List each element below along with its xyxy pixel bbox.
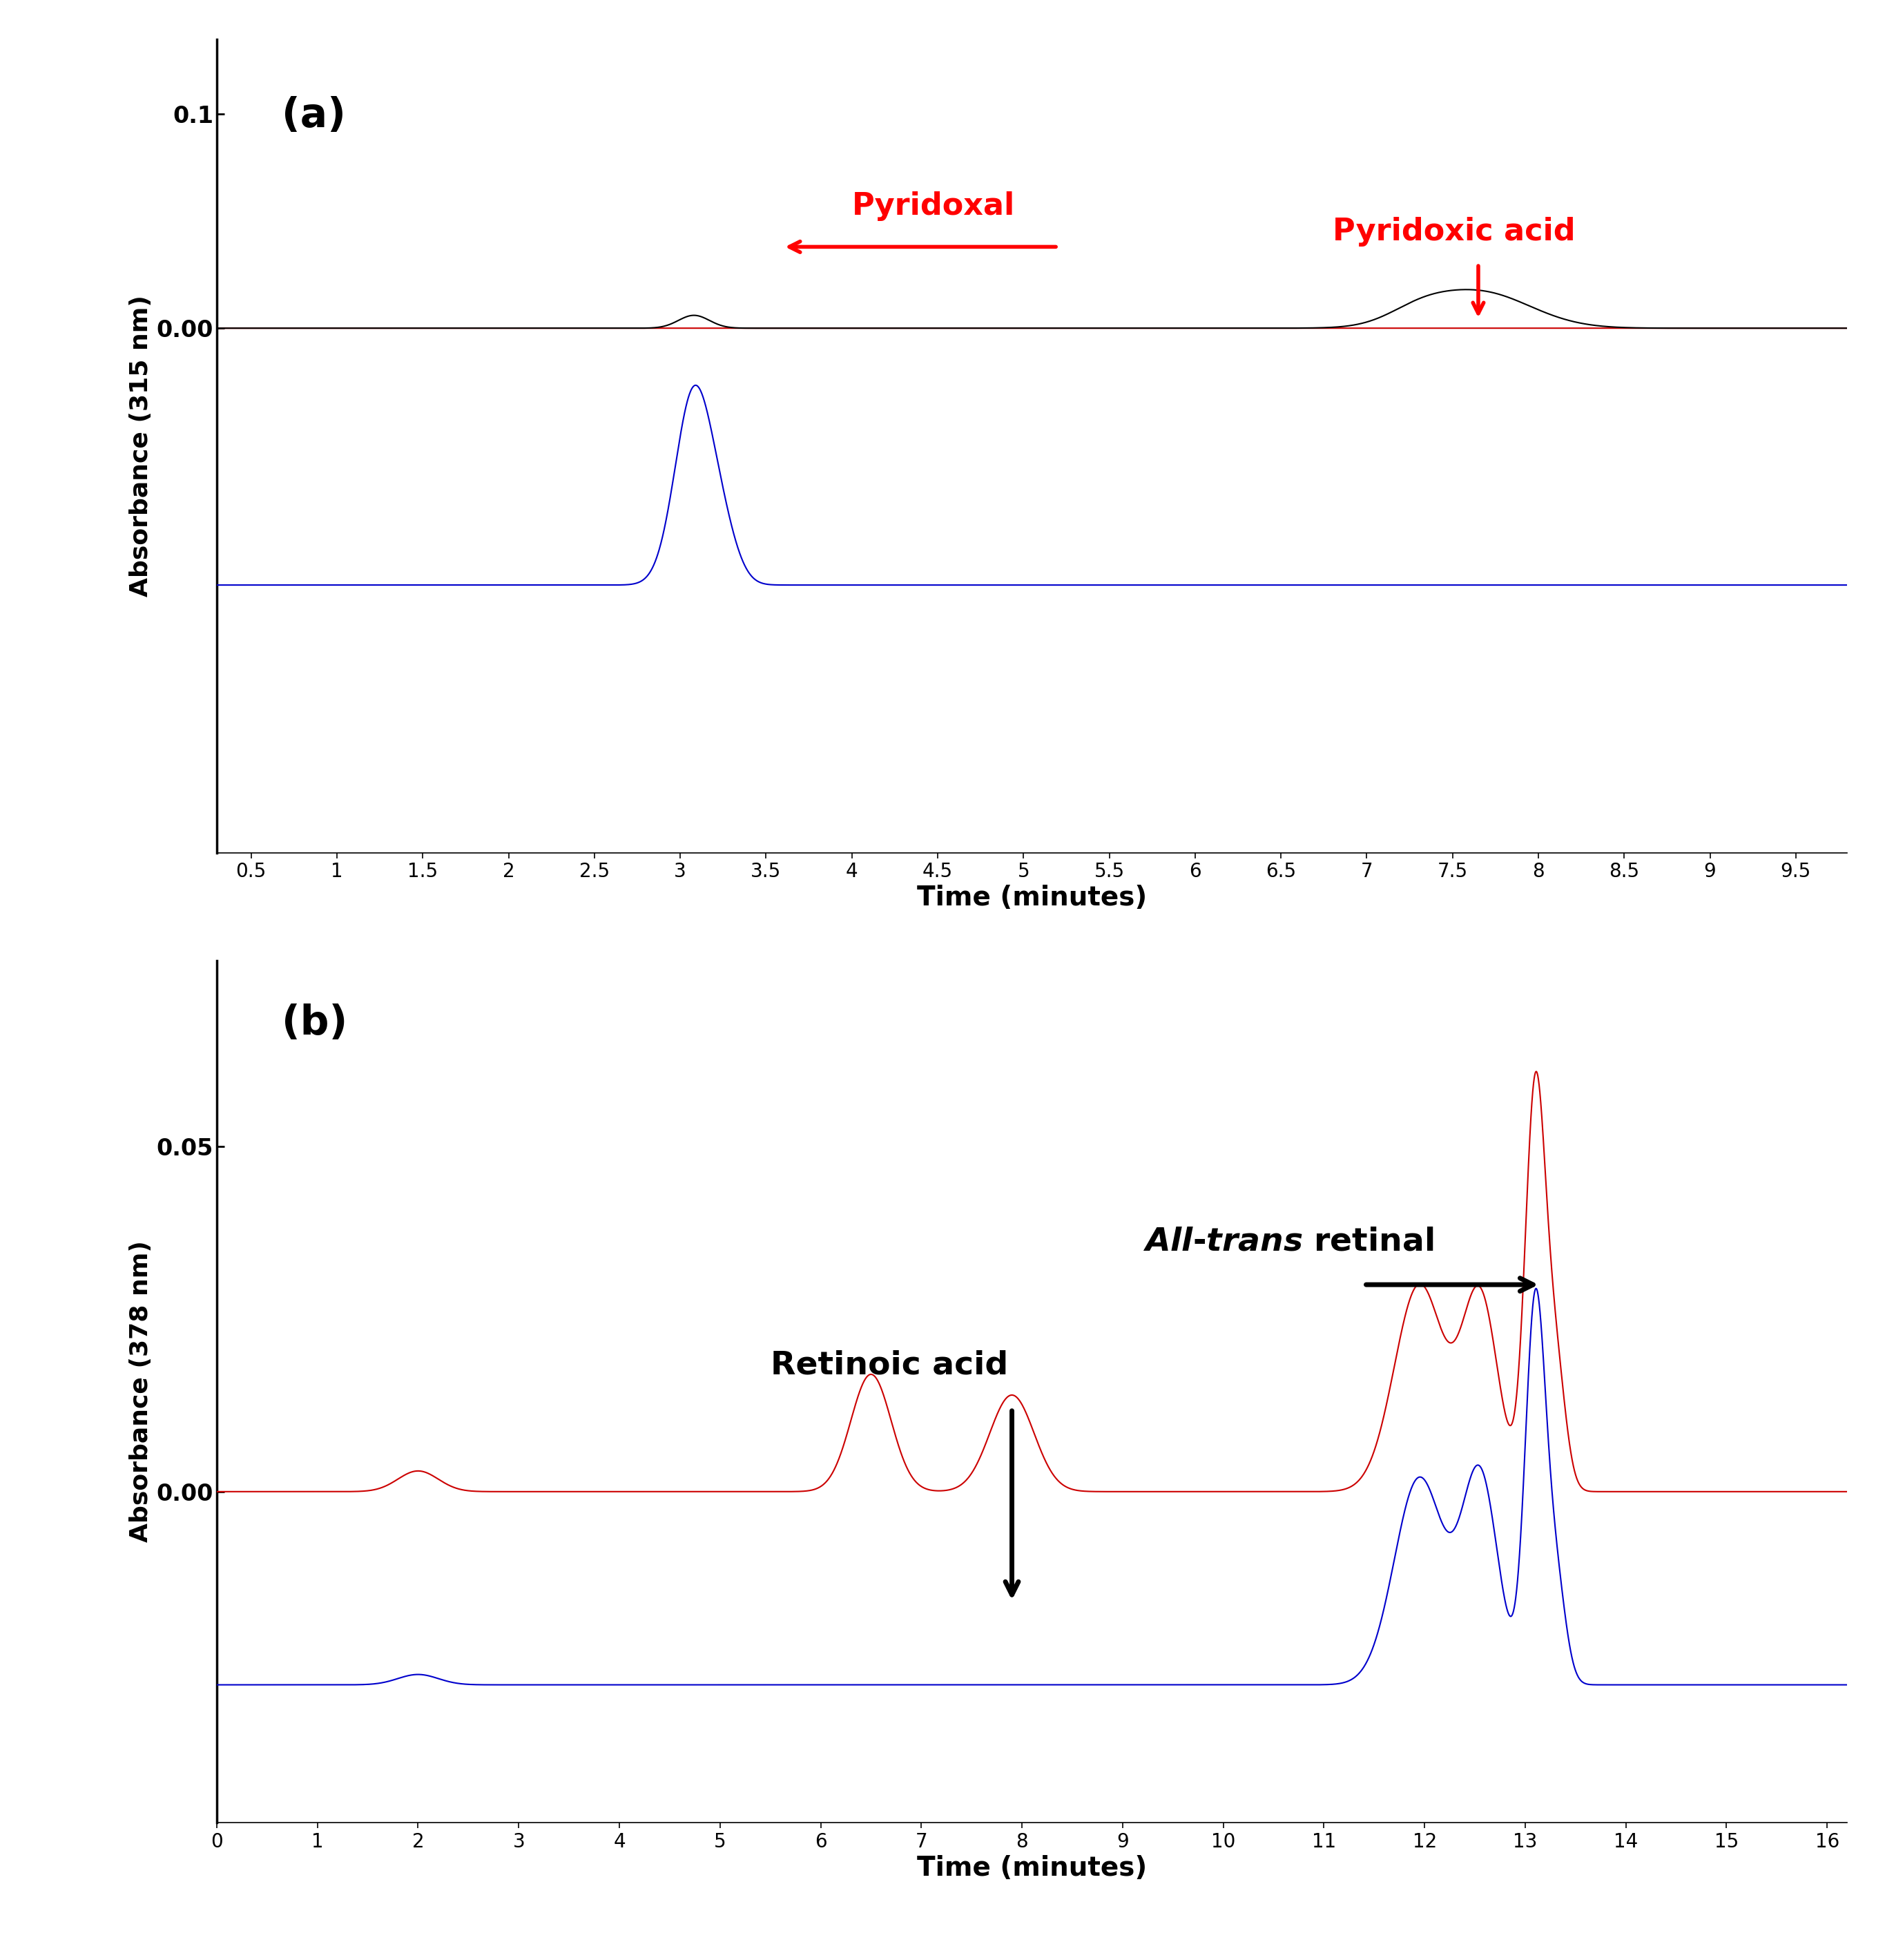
X-axis label: Time (minutes): Time (minutes): [916, 884, 1148, 911]
Text: (a): (a): [283, 96, 347, 135]
Text: Retinoic acid: Retinoic acid: [771, 1350, 1008, 1382]
Y-axis label: Absorbance (315 nm): Absorbance (315 nm): [130, 296, 153, 596]
X-axis label: Time (minutes): Time (minutes): [916, 1854, 1148, 1882]
Text: Pyridoxic acid: Pyridoxic acid: [1333, 218, 1576, 247]
Text: $\bfit{All}$-$\bfit{trans}$ retinal: $\bfit{All}$-$\bfit{trans}$ retinal: [1142, 1227, 1434, 1256]
Text: Pyridoxal: Pyridoxal: [852, 192, 1014, 221]
Y-axis label: Absorbance (378 nm): Absorbance (378 nm): [130, 1241, 153, 1543]
Text: (b): (b): [283, 1004, 347, 1043]
